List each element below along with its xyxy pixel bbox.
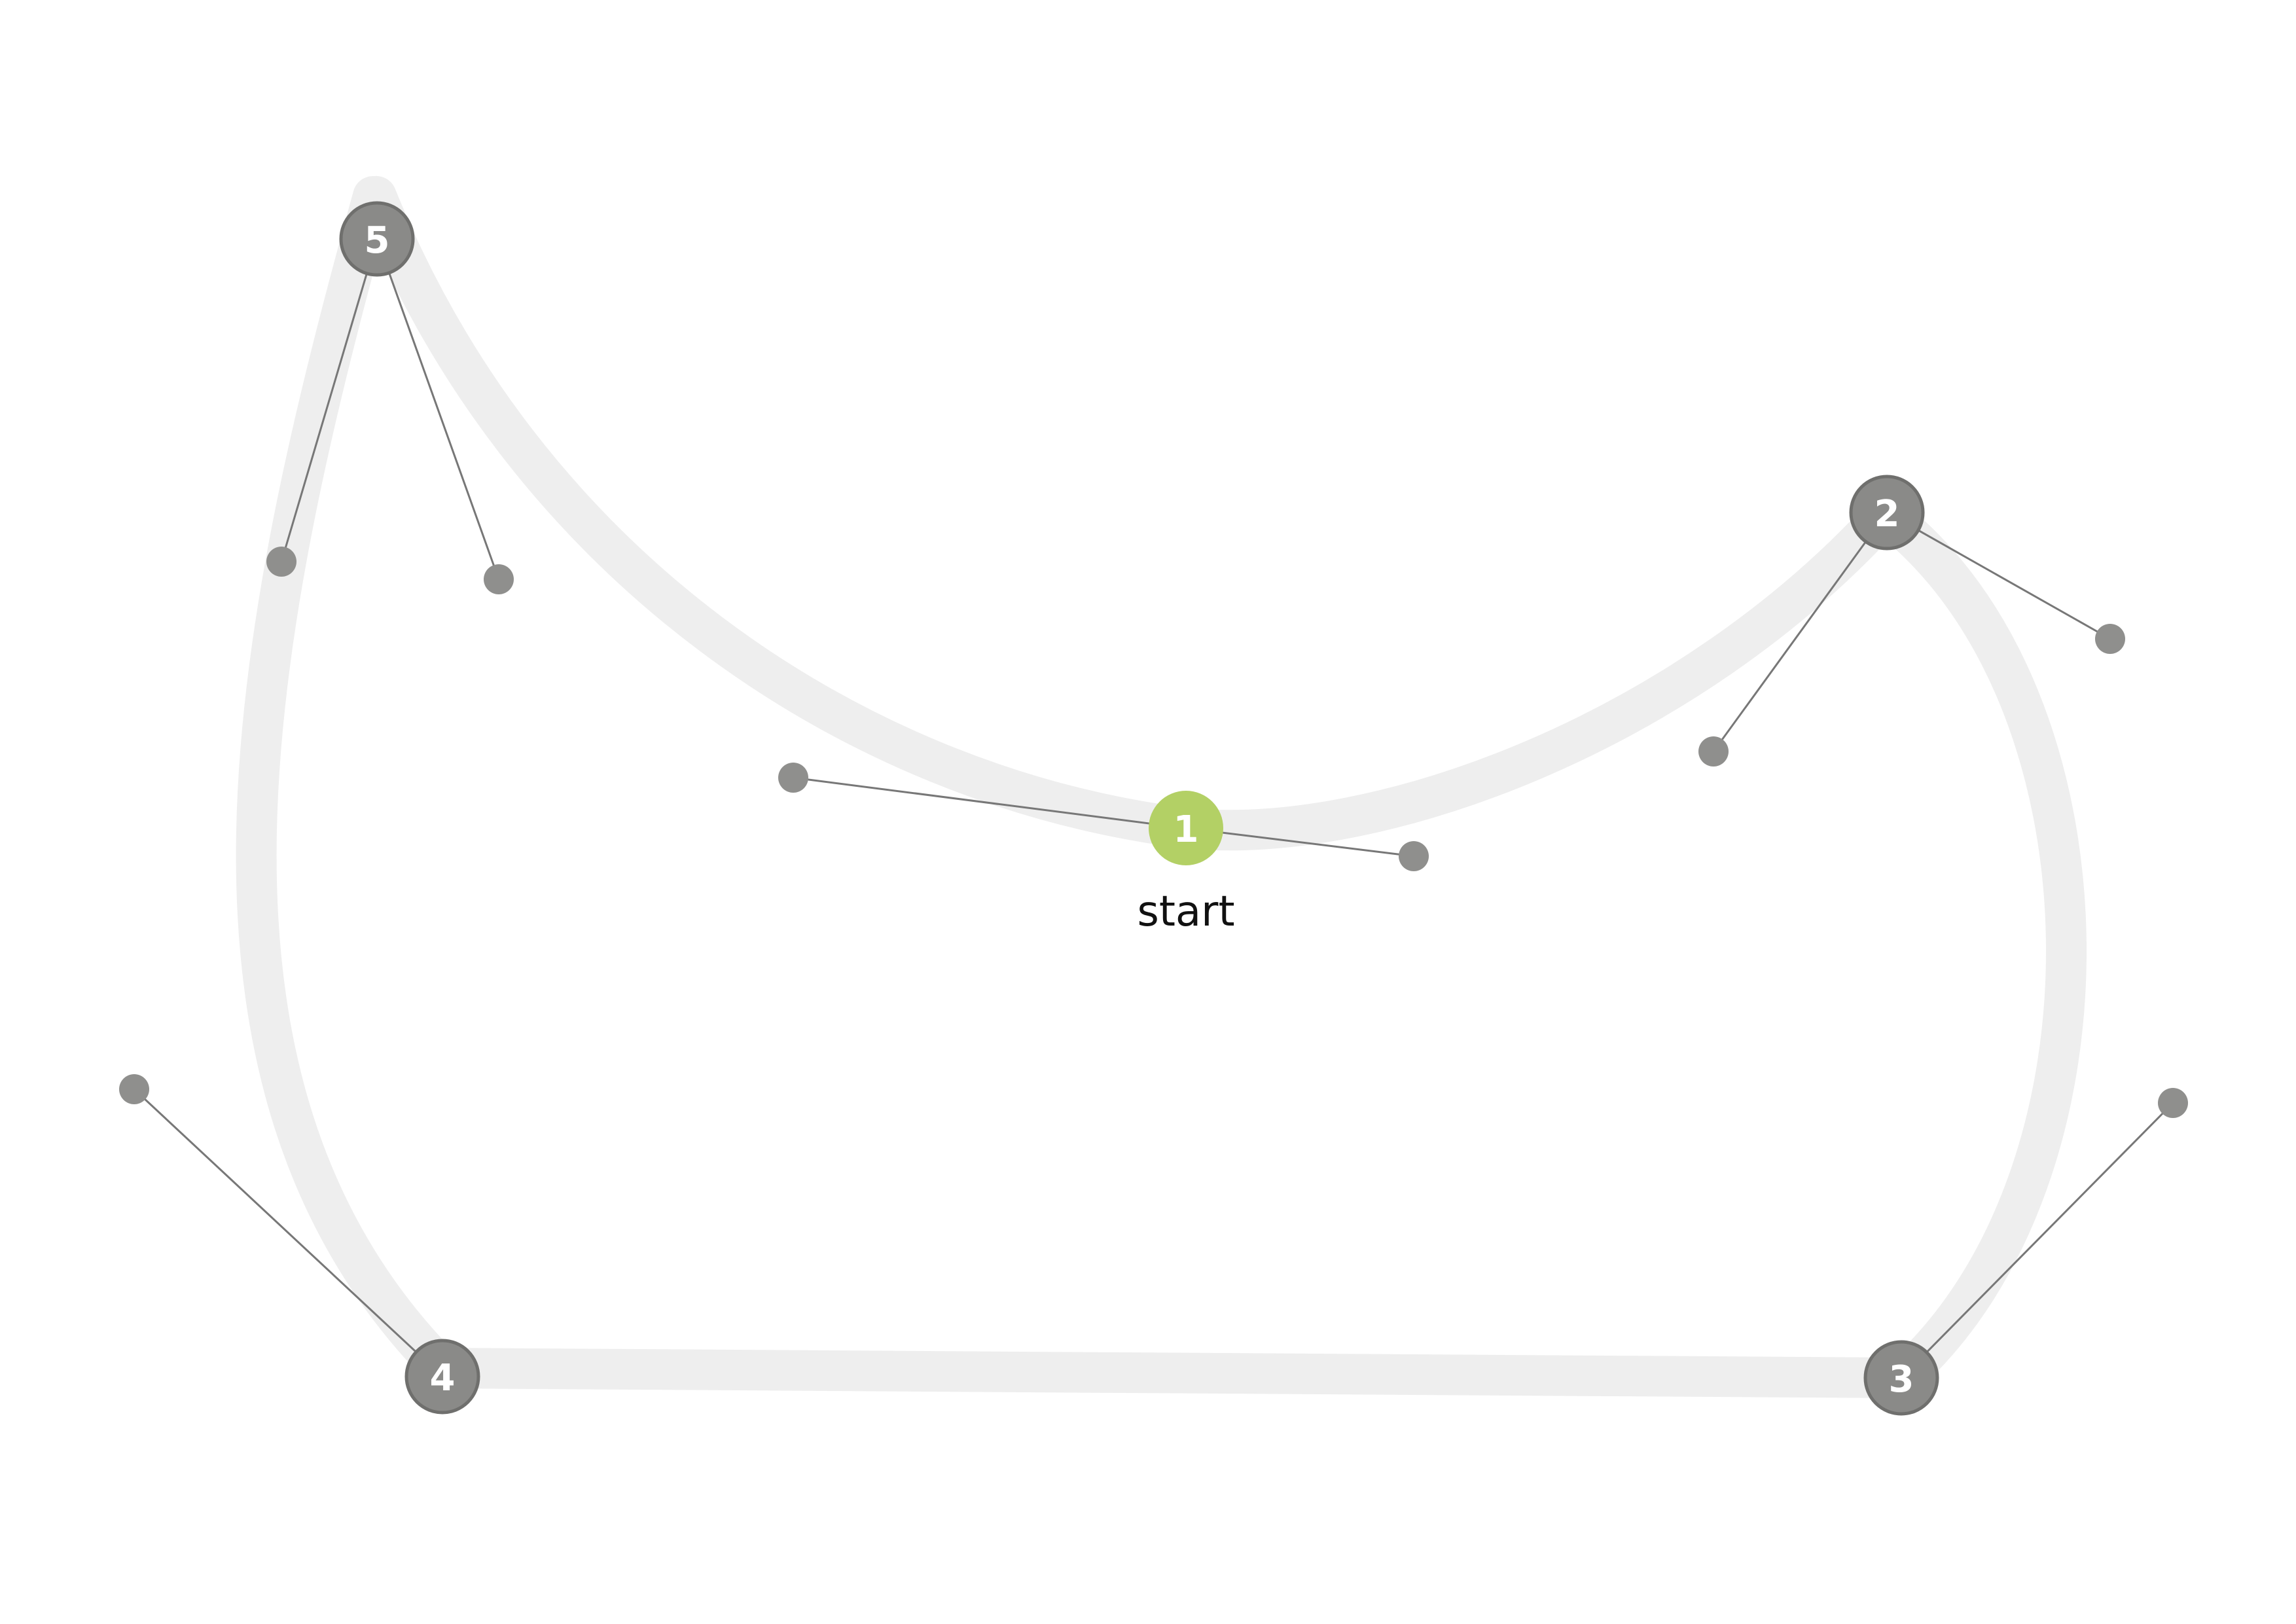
handle-point-3-out[interactable] xyxy=(2158,1088,2188,1118)
path-segment-4-5 xyxy=(236,176,462,1388)
anchor-3-marker[interactable] xyxy=(1863,1340,1939,1416)
handle-line-2-in xyxy=(1712,512,1888,752)
handle-point-5-in[interactable] xyxy=(266,547,296,577)
start-label: start xyxy=(1137,888,1234,936)
handle-line-2-out xyxy=(1886,511,2111,640)
handle-line-1-in xyxy=(793,776,1185,829)
handle-line-4-in xyxy=(133,1088,444,1378)
path-segment-1-2 xyxy=(1164,494,1905,851)
anchor-3[interactable]: 3 xyxy=(1863,1340,1939,1416)
anchor-4-label: 4 xyxy=(430,1357,456,1399)
handle-point-1-out[interactable] xyxy=(1399,841,1429,871)
anchor-1-marker[interactable] xyxy=(1149,791,1223,865)
handle-point-1-in[interactable] xyxy=(778,763,808,793)
anchor-4[interactable]: 4 xyxy=(404,1339,480,1415)
path-segment-5-1 xyxy=(356,176,1205,848)
anchor-2-marker[interactable] xyxy=(1849,475,1925,550)
path-segment-2-3 xyxy=(1865,494,2087,1398)
anchor-5[interactable]: 5 xyxy=(339,201,415,277)
handle-point-5-out[interactable] xyxy=(484,564,514,594)
handle-line-3-out xyxy=(1900,1102,2174,1379)
handle-point-2-out[interactable] xyxy=(2095,624,2125,654)
anchor-5-marker[interactable] xyxy=(339,201,415,277)
anchor-3-label: 3 xyxy=(1889,1358,1914,1401)
anchor-5-label: 5 xyxy=(365,219,390,262)
handle-line-5-out xyxy=(376,238,500,580)
anchor-4-marker[interactable] xyxy=(404,1339,480,1415)
anchor-2-label: 2 xyxy=(1874,493,1900,535)
handle-point-4-in[interactable] xyxy=(119,1074,149,1104)
anchor-2[interactable]: 2 xyxy=(1849,475,1925,550)
path-segment-3-4 xyxy=(422,1348,1922,1398)
path-outline xyxy=(236,175,2087,1398)
handle-line-5-in xyxy=(280,238,378,562)
handle-points xyxy=(119,547,2188,1118)
anchor-1-label: 1 xyxy=(1174,808,1199,851)
anchor-1[interactable]: 1 xyxy=(1149,791,1223,865)
handle-point-2-in[interactable] xyxy=(1698,736,1729,767)
